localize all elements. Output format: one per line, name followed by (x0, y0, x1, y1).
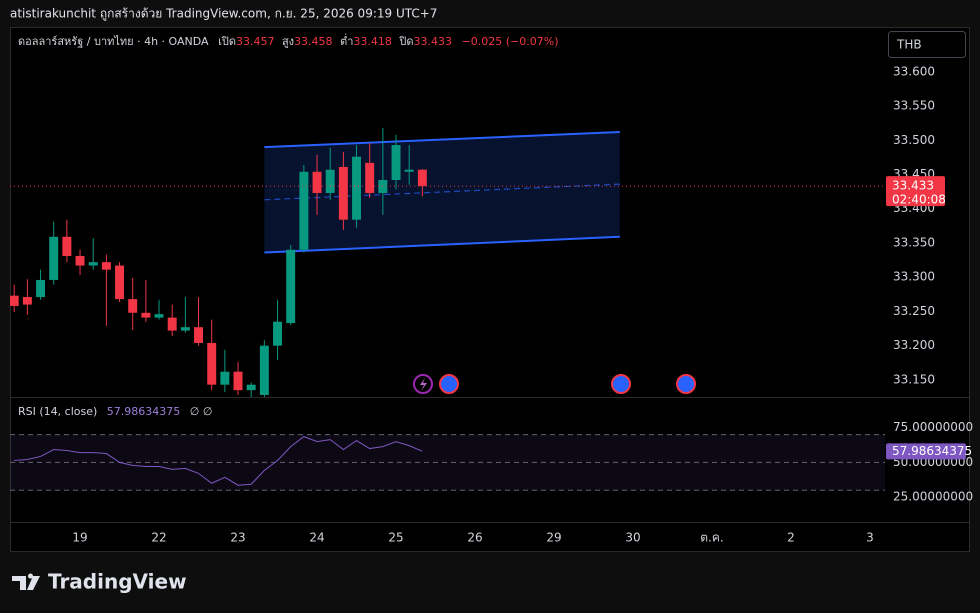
candle-body (167, 317, 177, 331)
candle-body (391, 145, 401, 180)
y-tick-label: 33.300 (893, 270, 935, 284)
channel-lower (264, 235, 620, 254)
event-icons (413, 374, 696, 394)
candle-body (286, 249, 296, 324)
x-tick-label: 22 (151, 531, 166, 545)
ohlc-label: ต่ำ (340, 33, 353, 48)
candle-body (338, 166, 348, 220)
x-tick-label: 3 (866, 531, 874, 545)
currency-button[interactable] (888, 31, 966, 58)
candle-body (101, 262, 111, 270)
candle-body (49, 236, 59, 280)
candle-body (128, 299, 138, 313)
y-tick-label: 33.150 (893, 372, 935, 386)
y-tick-label: 33.250 (893, 304, 935, 318)
logo: TradingView (12, 570, 187, 594)
candle-body (299, 171, 309, 250)
candle-body (180, 327, 190, 331)
candle-body (207, 342, 217, 385)
candle-body (246, 384, 256, 391)
event-icon[interactable] (439, 374, 459, 394)
lightning-glyph (420, 378, 427, 391)
candle-body (352, 156, 362, 220)
candle-body (194, 327, 204, 343)
rsi-line (14, 436, 423, 486)
x-tick-label: 23 (230, 531, 245, 545)
countdown-label: 02:40:08 (892, 193, 946, 207)
ohlc-value: 33.433 (414, 35, 453, 48)
y-tick-label: 33.500 (893, 133, 935, 147)
rsi-legend: RSI (14, close) 57.98634375 ∅ ∅ (18, 405, 212, 418)
last-price-label: 33.433 (892, 179, 934, 193)
currency-label[interactable]: THB (896, 38, 922, 52)
logo-mark (12, 573, 40, 590)
ohlc-value: 33.418 (353, 35, 392, 48)
price-change: −0.025 (−0.07%) (462, 35, 559, 48)
ohlc-label: สูง (282, 35, 294, 48)
candle-body (10, 295, 19, 306)
candle-body (62, 236, 72, 256)
rsi-value-box (886, 443, 966, 460)
y-tick-label: 25.00000000 (893, 490, 973, 504)
rsi-title: RSI (14, close) (18, 405, 97, 418)
y-tick-label: 33.350 (893, 235, 935, 249)
symbol-title: ดอลลาร์สหรัฐ / บาทไทย · 4h · OANDA (18, 35, 209, 48)
snapshot-header: atistirakunchit ถูกสร้างด้วย TradingView… (10, 7, 437, 22)
x-tick-label: 29 (546, 531, 561, 545)
event-icon[interactable] (676, 374, 696, 394)
x-tick-label: 26 (467, 531, 482, 545)
rsi-inputs: ∅ ∅ (190, 405, 213, 418)
x-tick-label: 30 (625, 531, 640, 545)
candle-body (365, 162, 375, 193)
ohlc-label: ปิด (398, 35, 413, 48)
candle-body (273, 321, 283, 346)
candle-body (259, 345, 269, 395)
rsi-current: 57.98634375 (107, 405, 180, 418)
x-tick-label: 19 (72, 531, 87, 545)
channel-upper (264, 131, 620, 149)
candle-body (88, 262, 98, 266)
candle-body (141, 312, 151, 318)
candle-body (75, 255, 85, 266)
ohlc-value: 33.457 (236, 35, 275, 48)
candle-body (233, 371, 243, 391)
candle-body (312, 171, 322, 193)
candle-body (417, 169, 427, 187)
candle-body (404, 169, 414, 172)
event-icon[interactable] (611, 374, 631, 394)
rsi-pane (10, 434, 885, 491)
candle-body (36, 279, 46, 298)
x-tick-label: 24 (309, 531, 324, 545)
ohlc-label: เปิด (218, 35, 236, 48)
last-price-box (886, 176, 945, 207)
candle-body (115, 265, 125, 300)
ohlc-value: 33.458 (294, 35, 333, 48)
candle-body (325, 169, 335, 193)
y-tick-label: 75.00000000 (893, 420, 973, 434)
logo-text: TradingView (48, 570, 187, 594)
y-tick-label: 33.600 (893, 64, 935, 78)
rsi-band (10, 434, 885, 491)
candle-body (154, 314, 164, 318)
x-tick-label: 2 (787, 531, 795, 545)
rsi-value-label: 57.98634375 (892, 444, 972, 458)
y-tick-label: 33.550 (893, 99, 935, 113)
x-tick-label: 25 (388, 531, 403, 545)
chart-panel (10, 27, 970, 552)
x-tick-label: ต.ค. (700, 531, 723, 545)
candle-body (220, 371, 230, 385)
y-tick-label: 33.200 (893, 338, 935, 352)
candle-body (22, 297, 32, 305)
legend-line: ดอลลาร์สหรัฐ / บาทไทย · 4h · OANDA เปิด3… (18, 33, 558, 48)
price-pane (10, 127, 620, 397)
